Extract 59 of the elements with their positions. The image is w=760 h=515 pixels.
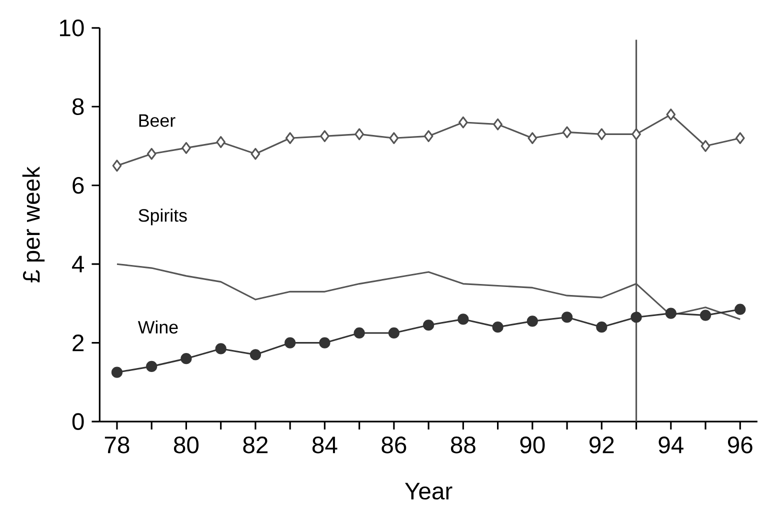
point (665, 308, 676, 319)
point (630, 312, 642, 323)
x-tick-label: 94 (658, 436, 684, 454)
point (388, 327, 400, 338)
point (389, 132, 399, 144)
x-tick-label: 82 (243, 436, 268, 454)
point (561, 312, 573, 323)
point (700, 140, 710, 152)
point (528, 132, 538, 144)
point (562, 126, 572, 138)
point (700, 310, 712, 321)
x-tick-label: 92 (590, 436, 614, 454)
point (215, 343, 226, 354)
point (632, 128, 641, 140)
point (146, 148, 156, 160)
point (319, 337, 330, 348)
point (596, 128, 606, 140)
point (493, 118, 502, 130)
y-axis-title: £ per week (22, 166, 45, 282)
y-tick-label: 2 (72, 334, 84, 352)
point (596, 321, 608, 333)
point (180, 352, 192, 364)
y-tick-label: 6 (72, 176, 84, 194)
point (735, 132, 745, 144)
point (320, 130, 330, 142)
point (146, 360, 158, 372)
y-tick-label: 4 (72, 256, 84, 272)
point (285, 132, 295, 144)
x-tick-label: 80 (174, 436, 199, 454)
series-label: Beer (139, 114, 176, 127)
series-label: Wine (138, 320, 178, 334)
x-tick-label: 84 (312, 436, 338, 454)
point (112, 160, 122, 172)
x-tick-label: 88 (450, 436, 476, 454)
x-tick-label: 96 (728, 436, 752, 454)
point (182, 142, 191, 154)
point (354, 327, 365, 338)
point (458, 116, 468, 128)
x-tick-label: 78 (104, 436, 130, 454)
point (666, 108, 676, 120)
x-tick-label: 90 (520, 436, 545, 454)
point (424, 130, 434, 142)
x-tick-label: 86 (382, 436, 406, 454)
point (250, 348, 262, 360)
point (734, 304, 746, 315)
x-axis-title: Year (405, 482, 452, 500)
point (526, 316, 538, 327)
point (284, 337, 296, 348)
point (422, 319, 434, 331)
y-tick-label: 10 (60, 19, 84, 36)
point (111, 366, 123, 378)
point (354, 128, 364, 140)
point (250, 148, 260, 160)
y-tick-label: 0 (72, 413, 84, 430)
point (216, 136, 226, 148)
point (458, 314, 469, 325)
point (492, 321, 504, 333)
y-tick-label: 8 (72, 98, 84, 115)
text: Spirits (138, 208, 187, 226)
